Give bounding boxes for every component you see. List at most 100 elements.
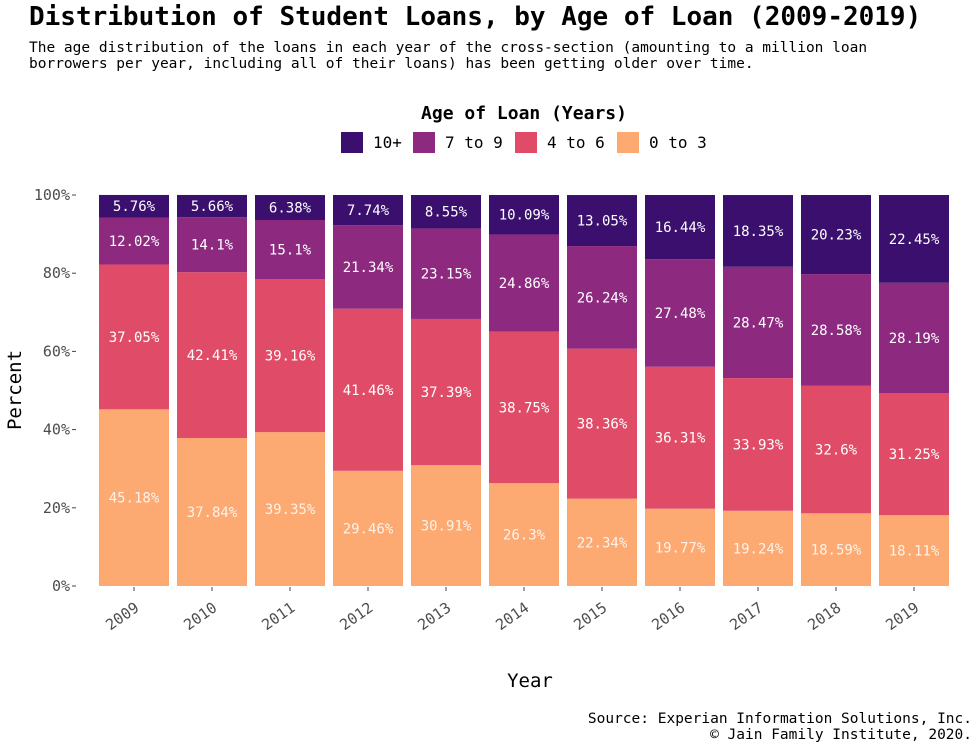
legend-title: Age of Loan (Years)	[421, 103, 627, 124]
legend-swatch-7-to-9	[413, 132, 435, 153]
data-label: 18.11%	[889, 544, 940, 560]
x-axis: 2009 2010 2011 2012 2013 2014 2015 2016 2017 2018…	[102, 587, 922, 634]
y-tick-label: 80%	[43, 264, 70, 282]
data-label: 36.31%	[655, 431, 706, 447]
x-tick-label: 2012	[336, 599, 376, 634]
bar-segment-2013-10plus	[411, 195, 481, 229]
bar-segment-2010-7-to-9	[177, 217, 247, 273]
data-label: 28.47%	[733, 315, 784, 331]
bar-segment-2017-0-to-3	[723, 510, 793, 586]
y-tick-label: 0%	[52, 577, 70, 595]
bar-segment-2016-0-to-3	[645, 508, 715, 586]
data-label: 26.24%	[577, 290, 628, 306]
data-label: 5.66%	[191, 199, 234, 215]
data-label: 38.75%	[499, 400, 550, 416]
data-label: 8.55%	[425, 205, 468, 221]
data-label: 28.19%	[889, 331, 940, 347]
bar-segment-2009-7-to-9	[99, 217, 169, 265]
y-axis: 0% 20% 40% 60% 80% 100%	[34, 186, 76, 595]
x-tick-label: 2018	[804, 599, 844, 634]
data-label: 42.41%	[187, 348, 238, 364]
bar-segment-2009-4-to-6	[99, 264, 169, 410]
data-label: 19.24%	[733, 541, 784, 557]
bar-segment-2015-10plus	[567, 195, 637, 247]
data-label: 39.35%	[265, 502, 316, 518]
legend-swatch-0-to-3	[617, 132, 639, 153]
data-label: 27.48%	[655, 306, 706, 322]
x-tick-label: 2017	[726, 599, 766, 634]
data-label: 31.25%	[889, 447, 940, 463]
bar-segment-2018-10plus	[801, 195, 871, 275]
y-tick-label: 20%	[43, 499, 70, 517]
y-tick-label: 40%	[43, 421, 70, 439]
x-tick-label: 2015	[570, 599, 610, 634]
data-label: 41.46%	[343, 383, 394, 399]
bar-segment-2015-4-to-6	[567, 348, 637, 499]
bar-segment-2017-7-to-9	[723, 266, 793, 379]
source-caption: Source: Experian Information Solutions, …	[587, 711, 972, 743]
x-tick-label: 2019	[882, 599, 922, 634]
data-label: 15.1%	[269, 243, 312, 259]
data-label: 23.15%	[421, 267, 472, 283]
bar-segment-2014-4-to-6	[489, 331, 559, 484]
x-tick-label: 2013	[414, 599, 454, 634]
bar-segment-2018-7-to-9	[801, 274, 871, 386]
bar-segment-2011-10plus	[255, 195, 325, 220]
bar-segment-2019-7-to-9	[879, 282, 949, 394]
data-label: 18.35%	[733, 224, 784, 240]
bar-segment-2016-4-to-6	[645, 366, 715, 509]
bar-segment-2018-4-to-6	[801, 385, 871, 514]
bar-segment-2019-0-to-3	[879, 515, 949, 586]
bar-segment-2013-4-to-6	[411, 318, 481, 466]
chart-title: Distribution of Student Loans, by Age of…	[29, 2, 922, 32]
bar-segment-2013-0-to-3	[411, 465, 481, 586]
data-label: 39.16%	[265, 349, 316, 365]
data-label: 20.23%	[811, 228, 862, 244]
bar-segment-2017-10plus	[723, 195, 793, 267]
bar-segment-2011-0-to-3	[255, 432, 325, 586]
data-label: 45.18%	[109, 491, 160, 507]
bar-segment-2009-0-to-3	[99, 409, 169, 586]
y-tick-label: 60%	[43, 342, 70, 360]
data-label: 37.84%	[187, 505, 238, 521]
legend-label-10plus: 10+	[373, 133, 402, 152]
data-label: 6.38%	[269, 201, 312, 217]
data-label: 26.3%	[503, 528, 546, 544]
bar-segment-2014-10plus	[489, 195, 559, 235]
data-label: 22.34%	[577, 535, 628, 551]
data-label: 5.76%	[113, 199, 156, 215]
data-label: 32.6%	[815, 443, 858, 459]
data-label: 14.1%	[191, 238, 234, 254]
bar-segment-2010-10plus	[177, 194, 247, 218]
bar-segment-2015-7-to-9	[567, 246, 637, 349]
bar-segment-2018-0-to-3	[801, 513, 871, 586]
legend-swatch-10plus	[341, 132, 363, 153]
legend-label-0-to-3: 0 to 3	[649, 133, 707, 152]
bar-segment-2019-4-to-6	[879, 393, 949, 516]
data-label: 7.74%	[347, 203, 390, 219]
data-label: 16.44%	[655, 220, 706, 236]
data-label: 29.46%	[343, 521, 394, 537]
bar-segment-2009-10plus	[99, 194, 169, 218]
legend-label-4-to-6: 4 to 6	[547, 133, 605, 152]
bar-segment-2015-0-to-3	[567, 498, 637, 586]
plot-area: 45.18% 37.05% 12.02% 5.76% 37.84% 42.41% 14.1%…	[99, 194, 949, 586]
legend: Age of Loan (Years) 10+ 7 to 9 4 to 6 0 to …	[341, 103, 707, 153]
x-tick-label: 2010	[180, 599, 220, 634]
bar-segment-2014-0-to-3	[489, 483, 559, 586]
legend-swatch-4-to-6	[515, 132, 537, 153]
data-label: 18.59%	[811, 543, 862, 559]
data-label: 30.91%	[421, 519, 472, 535]
data-label: 37.39%	[421, 385, 472, 401]
x-tick-label: 2011	[258, 599, 298, 634]
data-label: 37.05%	[109, 330, 160, 346]
x-tick-label: 2016	[648, 599, 688, 634]
y-axis-label: Percent	[4, 350, 26, 430]
data-label: 12.02%	[109, 234, 160, 250]
data-label: 10.09%	[499, 208, 550, 224]
x-axis-label: Year	[507, 670, 553, 692]
data-label: 13.05%	[577, 214, 628, 230]
bar-segment-2016-7-to-9	[645, 259, 715, 367]
bar-segment-2013-7-to-9	[411, 228, 481, 319]
